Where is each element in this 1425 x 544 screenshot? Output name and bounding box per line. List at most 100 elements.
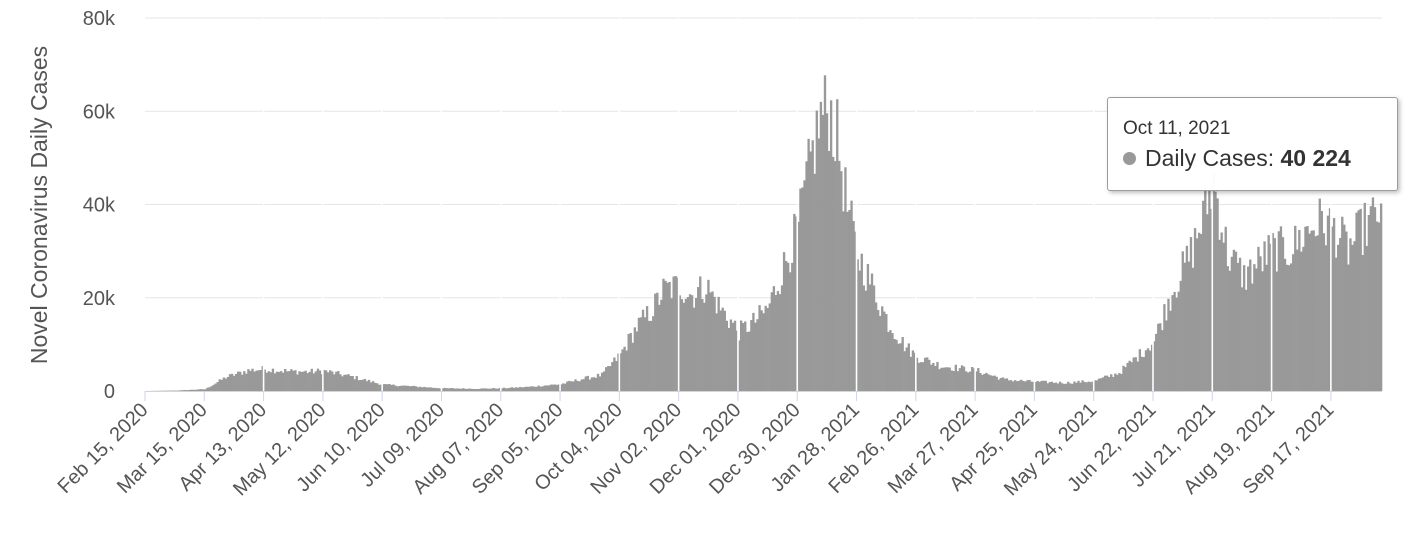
bar <box>907 343 910 391</box>
bar <box>359 380 363 391</box>
bar <box>267 371 271 391</box>
bar <box>870 273 874 391</box>
bar <box>498 387 502 391</box>
bar <box>770 292 773 391</box>
bar <box>294 370 297 391</box>
bar <box>1208 189 1211 391</box>
bar <box>1046 383 1050 391</box>
bar <box>613 357 616 391</box>
bar <box>1369 206 1373 391</box>
bar <box>331 371 334 391</box>
bar <box>416 387 420 391</box>
bar <box>619 353 622 391</box>
bar <box>1304 226 1307 391</box>
bar <box>844 167 847 391</box>
bar <box>281 372 285 391</box>
bar <box>513 387 516 391</box>
bar <box>333 374 336 391</box>
bar <box>1079 382 1082 391</box>
bar <box>1289 263 1293 391</box>
bar <box>1210 208 1213 391</box>
bar <box>214 383 217 391</box>
bar <box>502 387 506 391</box>
bar <box>298 371 301 391</box>
bar <box>725 320 729 391</box>
bar <box>1371 197 1375 391</box>
bar <box>185 390 189 391</box>
bar <box>445 388 448 391</box>
bar <box>1355 212 1358 391</box>
bar <box>1169 310 1172 391</box>
bar <box>879 315 882 391</box>
bar <box>1298 229 1301 391</box>
bar <box>1314 236 1317 391</box>
bar <box>662 278 665 391</box>
bar <box>1302 246 1305 391</box>
bar <box>1249 259 1252 391</box>
bar <box>1130 362 1133 391</box>
bar <box>787 262 790 391</box>
bar <box>1183 262 1187 391</box>
bar <box>212 384 215 391</box>
bar <box>517 387 520 391</box>
bar <box>490 388 493 391</box>
bar <box>1251 283 1254 391</box>
bar <box>1259 256 1262 391</box>
bar <box>774 295 778 391</box>
bar <box>866 263 870 391</box>
bar <box>1310 230 1313 391</box>
bar <box>813 173 816 391</box>
bar <box>361 379 365 391</box>
bar <box>962 366 966 391</box>
bar <box>237 371 240 391</box>
bar <box>263 369 266 391</box>
bar <box>257 370 260 391</box>
bar <box>633 327 637 391</box>
bar <box>367 379 371 391</box>
bar <box>1005 378 1009 391</box>
bar <box>703 302 706 391</box>
bar <box>1036 380 1039 391</box>
bar <box>1128 360 1131 391</box>
bar <box>932 362 935 391</box>
bar <box>643 317 647 391</box>
bar <box>705 294 708 391</box>
bar <box>369 382 373 391</box>
bar <box>1375 221 1379 391</box>
bar <box>447 388 450 391</box>
bar <box>492 388 495 391</box>
bar <box>903 351 906 391</box>
bar <box>1089 382 1092 391</box>
bar <box>876 310 880 391</box>
y-tick-label: 20k <box>83 288 116 310</box>
bar <box>1071 383 1074 391</box>
bar <box>1339 238 1342 391</box>
bar <box>1085 382 1088 391</box>
bar <box>654 293 657 391</box>
bar <box>224 378 228 391</box>
bar <box>1267 235 1270 391</box>
bar <box>901 336 904 391</box>
bar <box>363 378 367 391</box>
bar <box>304 370 307 391</box>
bar <box>885 314 888 391</box>
bar <box>574 379 577 391</box>
bar <box>684 298 688 391</box>
bar <box>1052 382 1056 391</box>
bar <box>1334 257 1338 391</box>
bar <box>439 388 442 391</box>
bar <box>243 371 246 391</box>
bars <box>145 75 1383 392</box>
bar <box>1261 271 1264 391</box>
bar <box>288 371 291 391</box>
bar <box>226 376 230 391</box>
bar <box>194 389 197 391</box>
bar <box>508 387 512 391</box>
bar <box>1177 291 1180 391</box>
bar <box>750 320 753 391</box>
bar <box>1379 203 1383 391</box>
bar <box>758 305 761 391</box>
bar <box>926 357 929 391</box>
bar <box>688 294 692 391</box>
bar <box>780 285 784 391</box>
